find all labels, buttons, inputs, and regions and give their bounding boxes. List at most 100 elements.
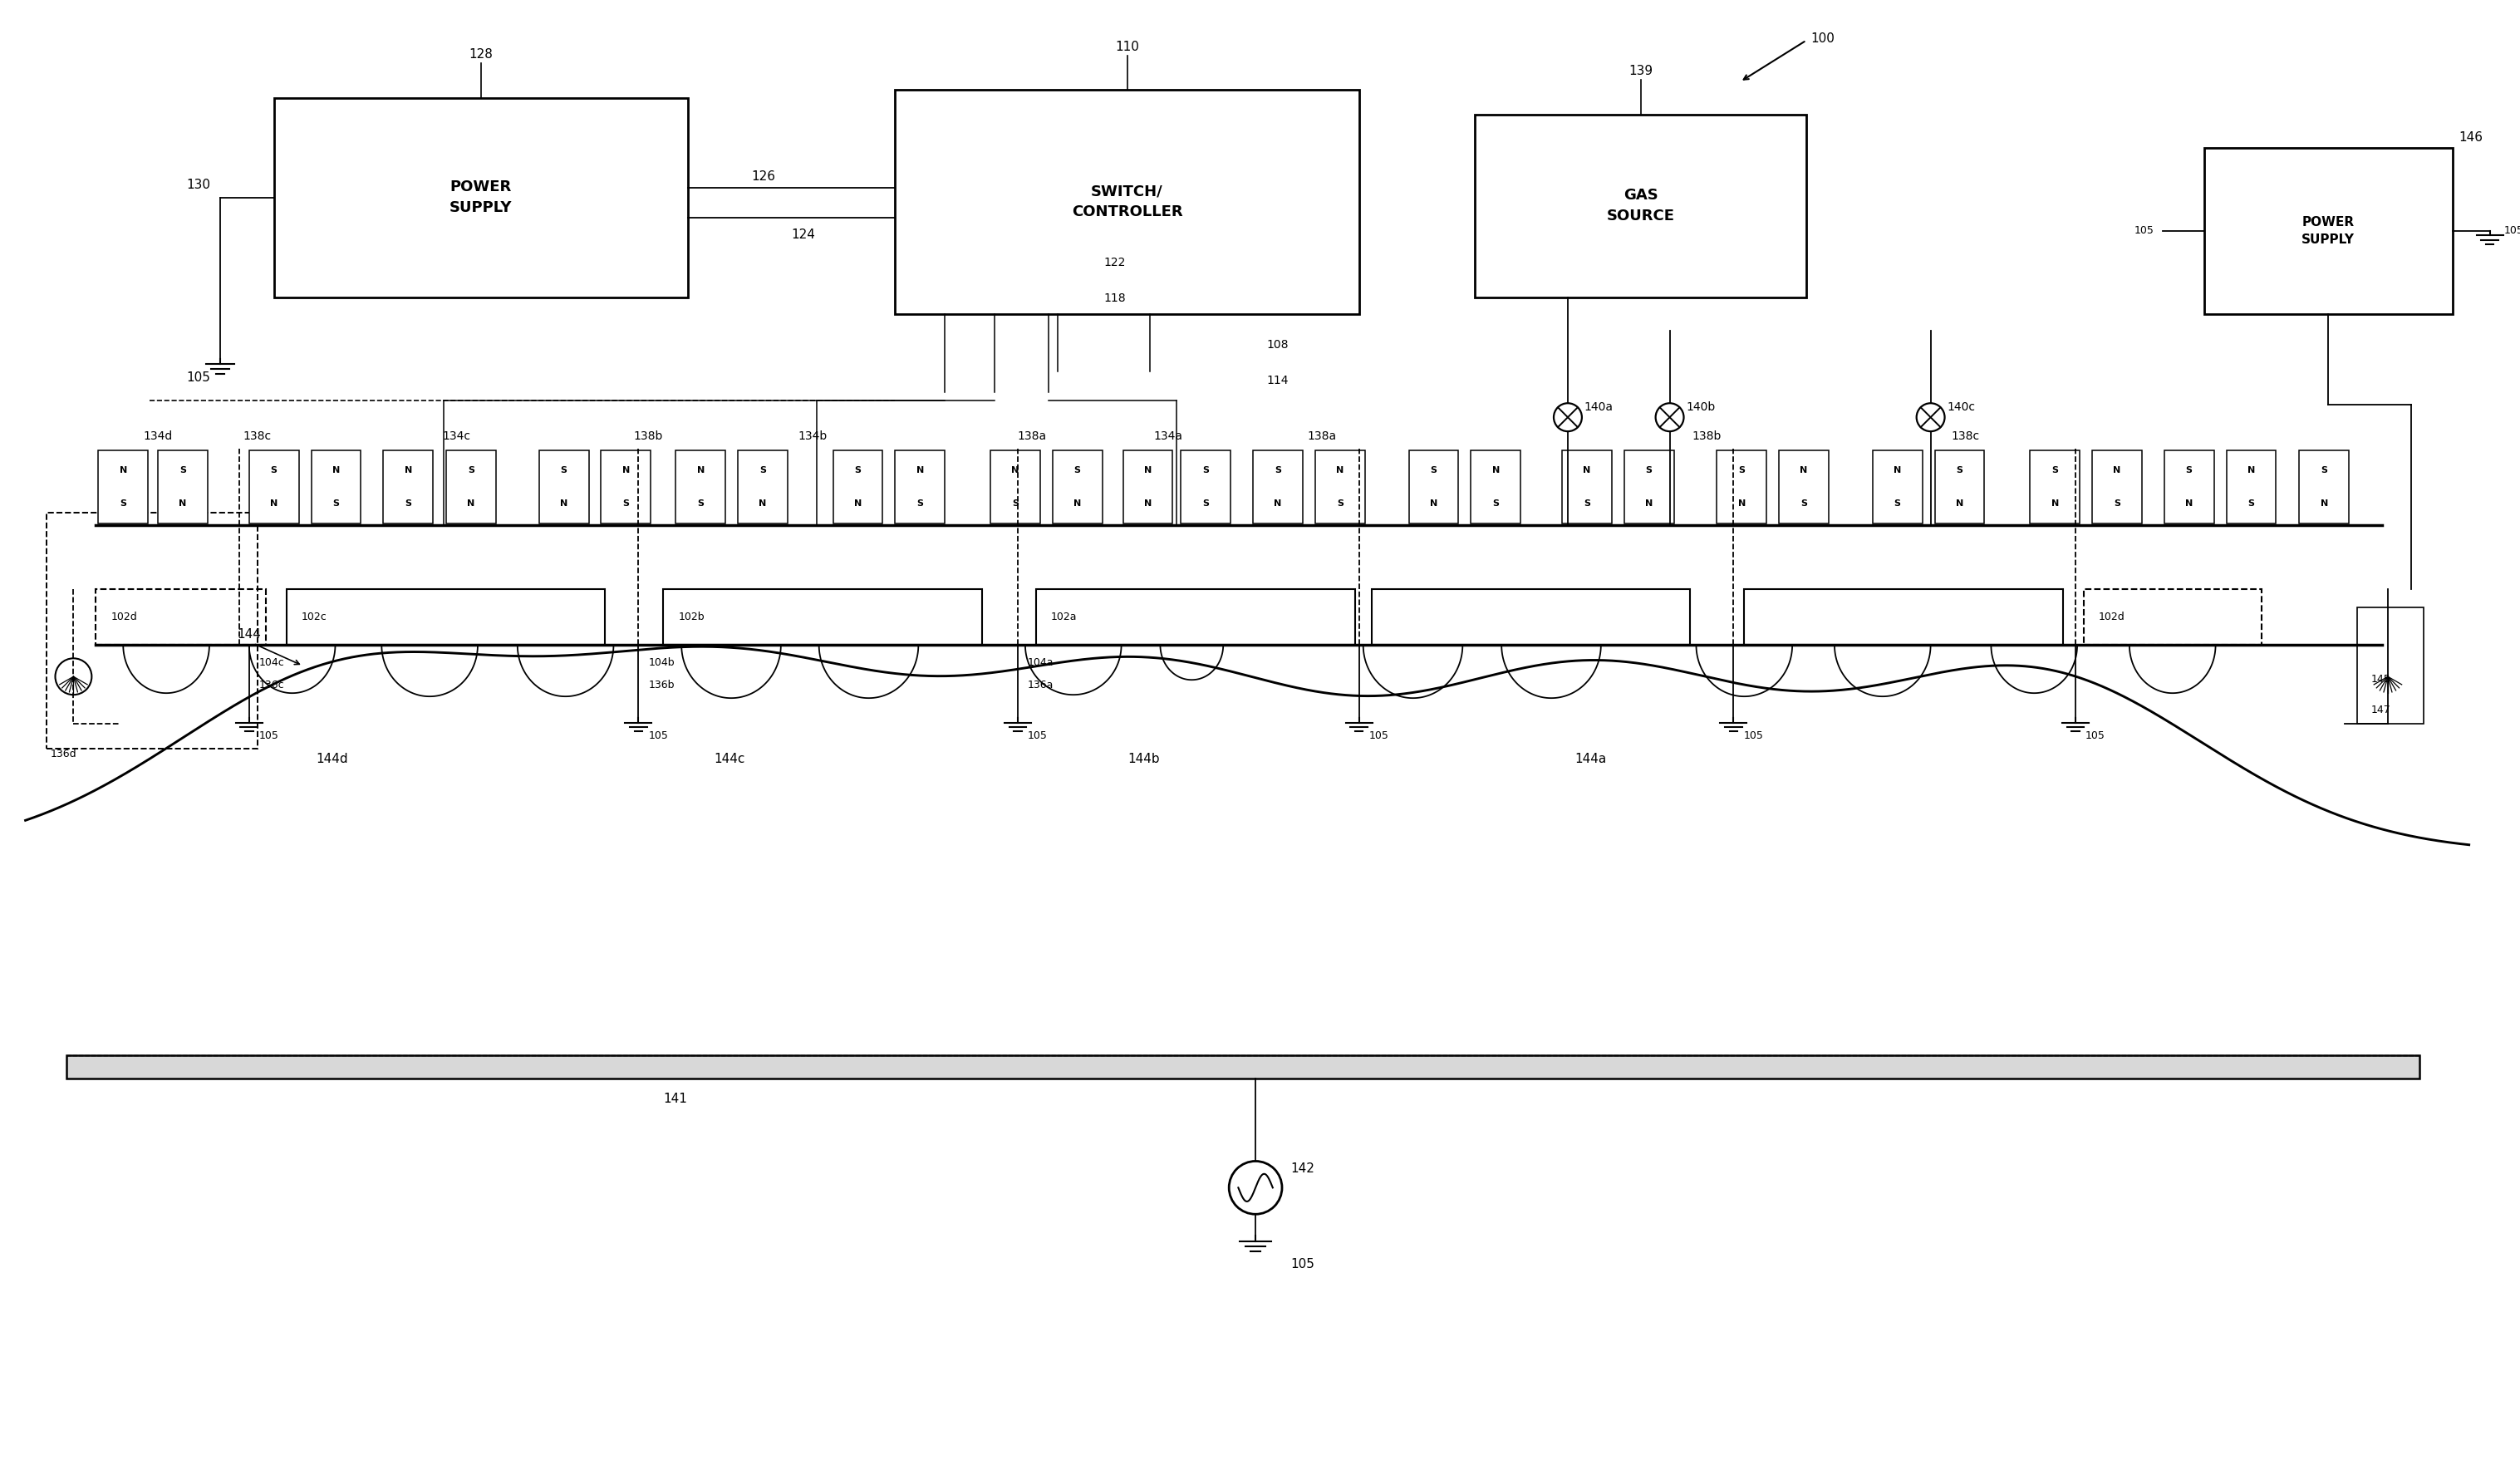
Text: 140a: 140a [1585,402,1613,413]
Bar [1409,451,1459,524]
Text: GAS
SOURCE: GAS SOURCE [1608,188,1676,224]
Text: 130: 130 [186,178,209,191]
Bar [1744,589,2064,646]
Text: S: S [2321,466,2328,475]
Bar [1036,589,1356,646]
Bar [663,589,983,646]
Text: 126: 126 [751,171,776,183]
Text: 141: 141 [663,1092,688,1104]
Text: S: S [2185,466,2192,475]
Bar [96,589,265,646]
Bar [2298,451,2349,524]
Text: 105: 105 [260,730,280,741]
Text: S: S [1956,466,1963,475]
Text: S: S [1583,500,1590,508]
Text: N: N [1583,466,1590,475]
Text: 118: 118 [1104,292,1126,304]
Text: 136c: 136c [260,680,285,690]
Text: 144d: 144d [315,752,348,766]
Bar [249,451,300,524]
Text: N: N [1646,500,1653,508]
Text: 138a: 138a [1018,430,1046,442]
Text: 102b: 102b [678,611,706,622]
Text: 144c: 144c [713,752,746,766]
Text: 144: 144 [237,628,260,641]
Text: S: S [2248,500,2255,508]
Bar [1474,114,1807,297]
Circle shape [2369,659,2407,695]
Text: 140b: 140b [1686,402,1716,413]
Bar [2084,589,2263,646]
Text: N: N [1011,466,1018,475]
Text: 105: 105 [1028,730,1048,741]
Bar [1182,451,1230,524]
Text: 105: 105 [2134,226,2155,236]
Text: N: N [559,500,567,508]
Text: 105: 105 [1744,730,1764,741]
Text: POWER
SUPPLY: POWER SUPPLY [2301,217,2354,246]
Bar [287,589,605,646]
Text: S: S [1431,466,1436,475]
Bar [1124,451,1172,524]
Bar [1872,451,1923,524]
Bar [2092,451,2142,524]
Text: N: N [333,466,340,475]
Text: 136d: 136d [50,748,76,760]
Text: S: S [1492,500,1499,508]
Text: S: S [333,500,340,508]
Bar [834,451,882,524]
Text: N: N [2248,466,2255,475]
Text: 145: 145 [2371,674,2391,684]
Text: N: N [1956,500,1963,508]
Text: N: N [2321,500,2328,508]
Bar [1472,451,1520,524]
Text: N: N [1074,500,1081,508]
Bar [2225,451,2276,524]
Text: S: S [759,466,766,475]
Text: N: N [1144,466,1152,475]
Text: N: N [403,466,411,475]
Text: 134b: 134b [799,430,827,442]
Text: S: S [1802,500,1807,508]
Bar [446,451,496,524]
Text: S: S [2114,500,2119,508]
Text: 138c: 138c [244,430,272,442]
Text: S: S [854,466,862,475]
Circle shape [55,659,91,695]
Bar [1935,451,1983,524]
Text: S: S [917,500,922,508]
Bar [738,451,786,524]
Text: 142: 142 [1290,1163,1315,1175]
Bar [1371,589,1691,646]
Text: S: S [1646,466,1653,475]
Bar [1716,451,1767,524]
Text: S: S [559,466,567,475]
Text: 138a: 138a [1308,430,1336,442]
Text: S: S [698,500,703,508]
Text: N: N [118,466,126,475]
Text: 138c: 138c [1950,430,1981,442]
Text: 144a: 144a [1575,752,1608,766]
Text: S: S [121,500,126,508]
Text: 146: 146 [2460,132,2482,144]
Text: 110: 110 [1116,40,1139,53]
Text: 147: 147 [2371,705,2391,715]
Text: N: N [179,500,186,508]
Text: S: S [2051,466,2059,475]
Text: N: N [1739,500,1746,508]
Text: S: S [1074,466,1081,475]
Text: N: N [1799,466,1807,475]
Bar [45,512,257,748]
Text: N: N [1893,466,1900,475]
Text: S: S [1895,500,1900,508]
Text: 102a: 102a [1051,611,1076,622]
Text: 139: 139 [1628,65,1653,77]
Bar [1252,451,1303,524]
Text: 140c: 140c [1948,402,1976,413]
Text: N: N [917,466,925,475]
Text: 134c: 134c [441,430,471,442]
Bar [1779,451,1830,524]
Text: 134a: 134a [1154,430,1182,442]
Text: 102d: 102d [2099,611,2124,622]
Text: 105: 105 [186,371,209,384]
